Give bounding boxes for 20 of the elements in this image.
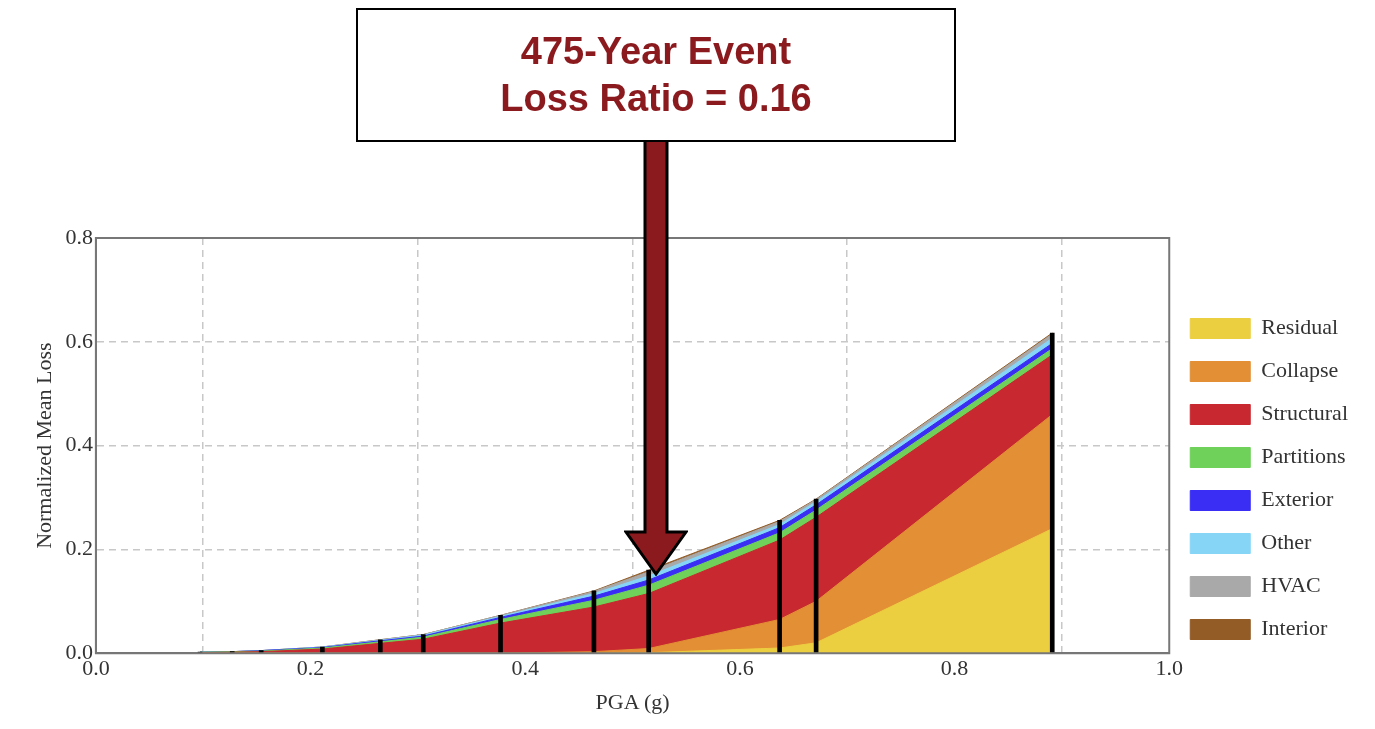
y-tick-label: 0.6 (65, 327, 93, 353)
x-tick-label: 0.6 (726, 655, 754, 681)
y-axis-title: Normalized Mean Loss (30, 342, 56, 549)
legend-label: HVAC (1261, 572, 1321, 598)
legend-label: Partitions (1261, 443, 1346, 469)
legend-label: Other (1261, 529, 1313, 555)
legend-label: Exterior (1261, 486, 1334, 512)
legend-label: Structural (1261, 400, 1349, 426)
y-tick-label: 0.8 (65, 223, 93, 249)
x-tick-label: 0.8 (940, 655, 969, 681)
legend-label: Collapse (1261, 357, 1339, 383)
x-axis-title: PGA (g) (595, 688, 670, 714)
y-tick-label: 0.2 (65, 535, 93, 561)
x-tick-label: 0.4 (511, 655, 539, 681)
y-tick-label: 0.4 (65, 431, 93, 457)
x-tick-label: 0.2 (296, 655, 325, 681)
legend-label: Residual (1261, 314, 1339, 340)
x-tick-label: 1.0 (1155, 655, 1183, 681)
text: 475-Year Event Loss Ratio = 0.16 (356, 8, 956, 142)
legend-label: Interior (1261, 615, 1328, 641)
